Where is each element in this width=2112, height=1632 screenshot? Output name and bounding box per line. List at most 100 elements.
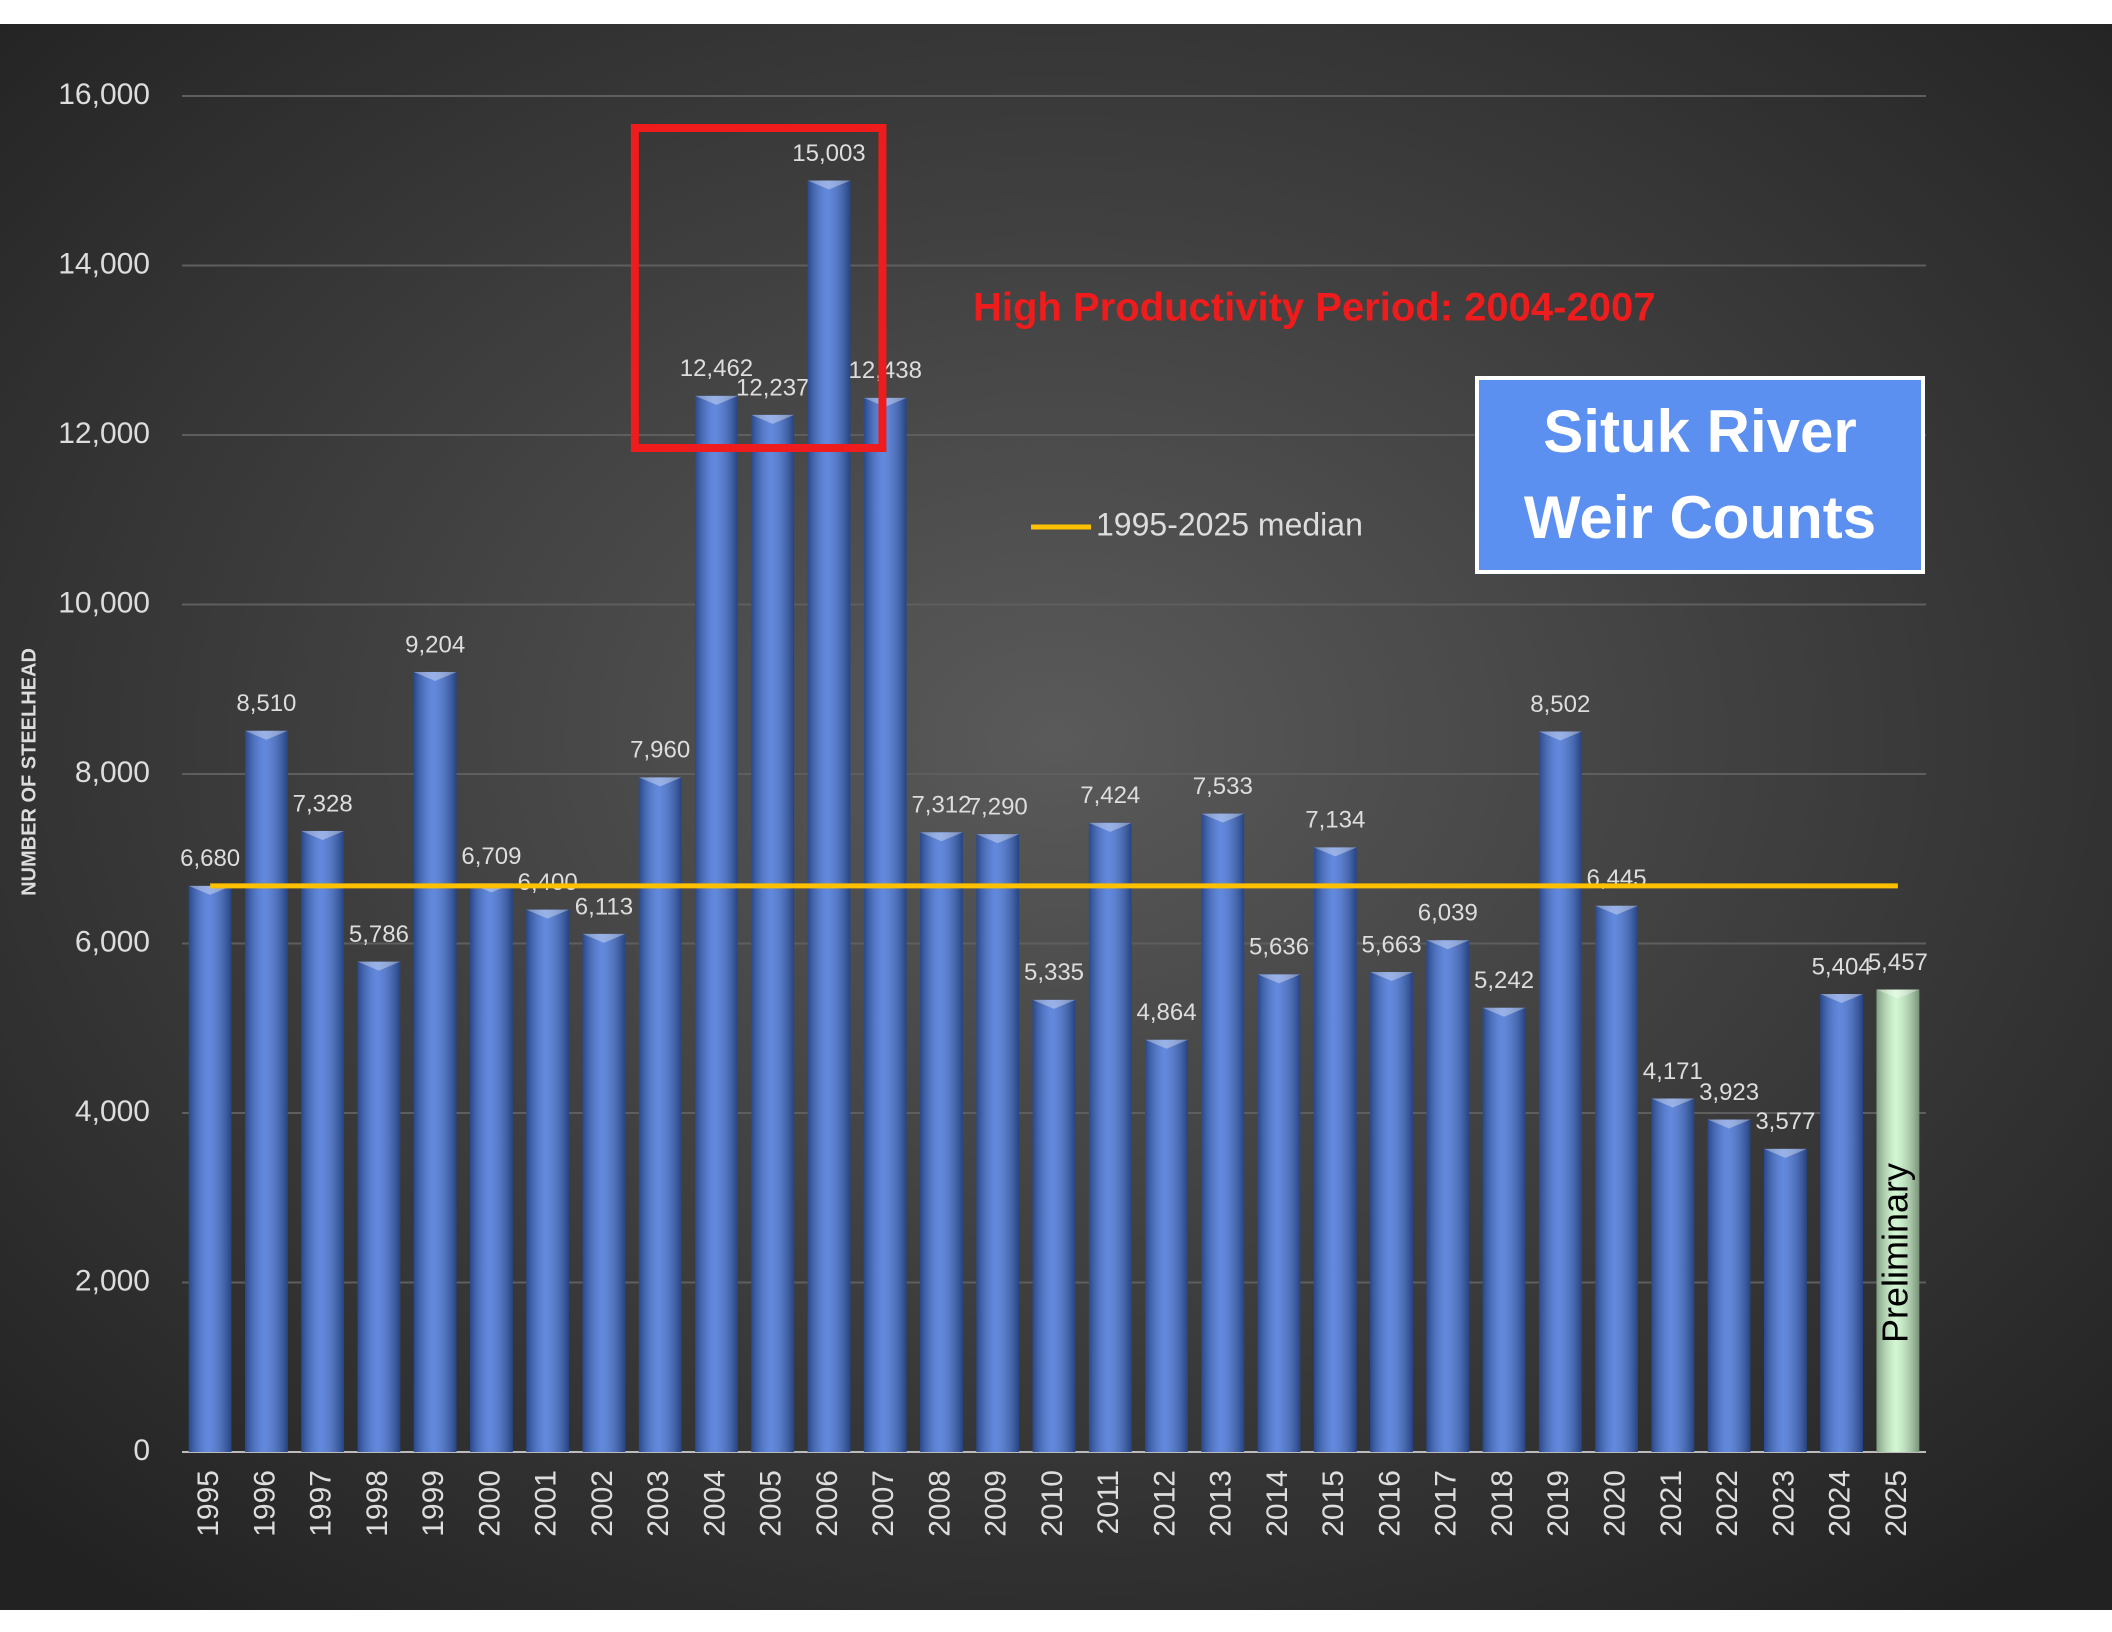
highlight-box	[630, 124, 887, 452]
value-label: 3,923	[1699, 1079, 1759, 1106]
bar	[1651, 1098, 1695, 1452]
value-label: 5,786	[349, 921, 409, 948]
value-label: 7,290	[968, 794, 1028, 821]
bar	[1145, 1039, 1188, 1452]
x-tick-label: 2006	[811, 1470, 844, 1537]
x-tick-label: 1997	[305, 1470, 338, 1537]
value-label: 7,533	[1193, 773, 1253, 800]
value-label: 15,003	[792, 140, 865, 167]
bar-cap	[1257, 974, 1301, 984]
y-tick-label: 16,000	[58, 78, 150, 111]
bar-cap	[920, 832, 963, 842]
x-tick-label: 2024	[1824, 1470, 1857, 1537]
x-tick-label: 2011	[1092, 1470, 1125, 1535]
x-tick-label: 2003	[642, 1470, 675, 1537]
x-tick-label: 2021	[1655, 1470, 1688, 1537]
bar	[1482, 1007, 1526, 1452]
bar-cap	[1707, 1119, 1751, 1129]
value-label: 5,663	[1362, 931, 1422, 958]
x-tick-label: 2016	[1373, 1470, 1406, 1537]
bar	[1370, 972, 1413, 1452]
bar	[920, 832, 963, 1452]
x-tick-label: 2010	[1036, 1470, 1069, 1537]
bar	[807, 180, 851, 1453]
bar-cap	[1032, 999, 1076, 1009]
bar	[470, 883, 513, 1452]
bar-cap	[582, 933, 626, 943]
y-tick-label: 6,000	[75, 925, 150, 958]
x-tick-label: 2019	[1542, 1470, 1575, 1537]
x-tick-label: 2007	[867, 1470, 900, 1537]
x-tick-label: 2020	[1599, 1470, 1632, 1537]
value-label: 6,400	[518, 869, 578, 896]
bar	[1201, 813, 1245, 1452]
value-label: 7,424	[1080, 782, 1140, 809]
bar-cap	[245, 730, 288, 740]
x-tick-label: 2008	[923, 1470, 956, 1537]
value-label: 6,113	[575, 893, 633, 920]
value-label: 7,328	[293, 790, 353, 817]
x-tick-label: 2017	[1430, 1470, 1463, 1537]
bar	[1257, 974, 1301, 1452]
value-label: 12,462	[680, 355, 753, 382]
y-tick-label: 0	[133, 1434, 150, 1467]
bar-cap	[1595, 905, 1638, 915]
y-tick-label: 14,000	[58, 247, 150, 280]
value-label: 5,457	[1868, 949, 1928, 976]
value-label: 6,680	[180, 845, 240, 872]
bar-cap	[1651, 1098, 1695, 1108]
bar	[1538, 731, 1582, 1452]
x-tick-label: 1995	[192, 1470, 225, 1537]
bar-cap	[1763, 1148, 1807, 1158]
y-tick-label: 4,000	[75, 1095, 150, 1128]
bar	[1032, 999, 1076, 1452]
x-tick-label: 2014	[1261, 1470, 1294, 1537]
value-label: 3,577	[1755, 1108, 1815, 1135]
x-tick-label: 2000	[473, 1470, 506, 1537]
y-tick-label: 10,000	[58, 586, 150, 619]
x-tick-label: 2004	[698, 1470, 731, 1537]
bar	[301, 830, 345, 1452]
value-label: 12,237	[736, 374, 809, 401]
x-tick-label: 2018	[1486, 1470, 1519, 1537]
bar-cap	[976, 834, 1020, 844]
bar-cap	[1876, 989, 1920, 999]
bar	[863, 397, 907, 1452]
bar	[1595, 905, 1638, 1452]
value-label: 4,864	[1136, 999, 1196, 1026]
bar-cap	[1426, 940, 1470, 950]
bar	[1426, 940, 1470, 1452]
bar	[582, 933, 626, 1452]
bar	[1088, 822, 1132, 1452]
chart-title: Situk River Weir Counts	[1475, 376, 1925, 574]
bar	[1820, 994, 1863, 1452]
bar-cap	[638, 777, 682, 787]
y-tick-label: 12,000	[58, 417, 150, 450]
bar-cap	[1088, 822, 1132, 832]
value-label: 8,510	[236, 690, 296, 717]
value-label: 5,636	[1249, 934, 1309, 961]
bar-cap	[751, 414, 795, 424]
value-label: 7,312	[911, 792, 971, 819]
bar	[751, 414, 795, 1452]
bar	[188, 885, 232, 1452]
y-tick-label: 2,000	[75, 1264, 150, 1297]
x-tick-label: 2002	[586, 1470, 619, 1537]
bar-cap	[1820, 994, 1863, 1004]
bar	[638, 777, 682, 1452]
bar-cap	[695, 395, 738, 405]
y-axis-label: NUMBER OF STEELHEAD	[18, 648, 40, 896]
value-label: 7,960	[630, 737, 690, 764]
bar	[1707, 1119, 1751, 1452]
legend-label: 1995-2025 median	[1096, 506, 1363, 542]
annotation: High Productivity Period: 2004-2007	[973, 286, 1655, 330]
x-tick-label: 2001	[530, 1470, 563, 1537]
preliminary-label: Preliminary	[1874, 1163, 1915, 1343]
x-tick-label: 1996	[248, 1470, 281, 1537]
bar	[695, 395, 738, 1453]
value-label: 8,502	[1530, 691, 1590, 718]
value-label: 5,242	[1474, 967, 1534, 994]
bar-cap	[301, 830, 345, 840]
